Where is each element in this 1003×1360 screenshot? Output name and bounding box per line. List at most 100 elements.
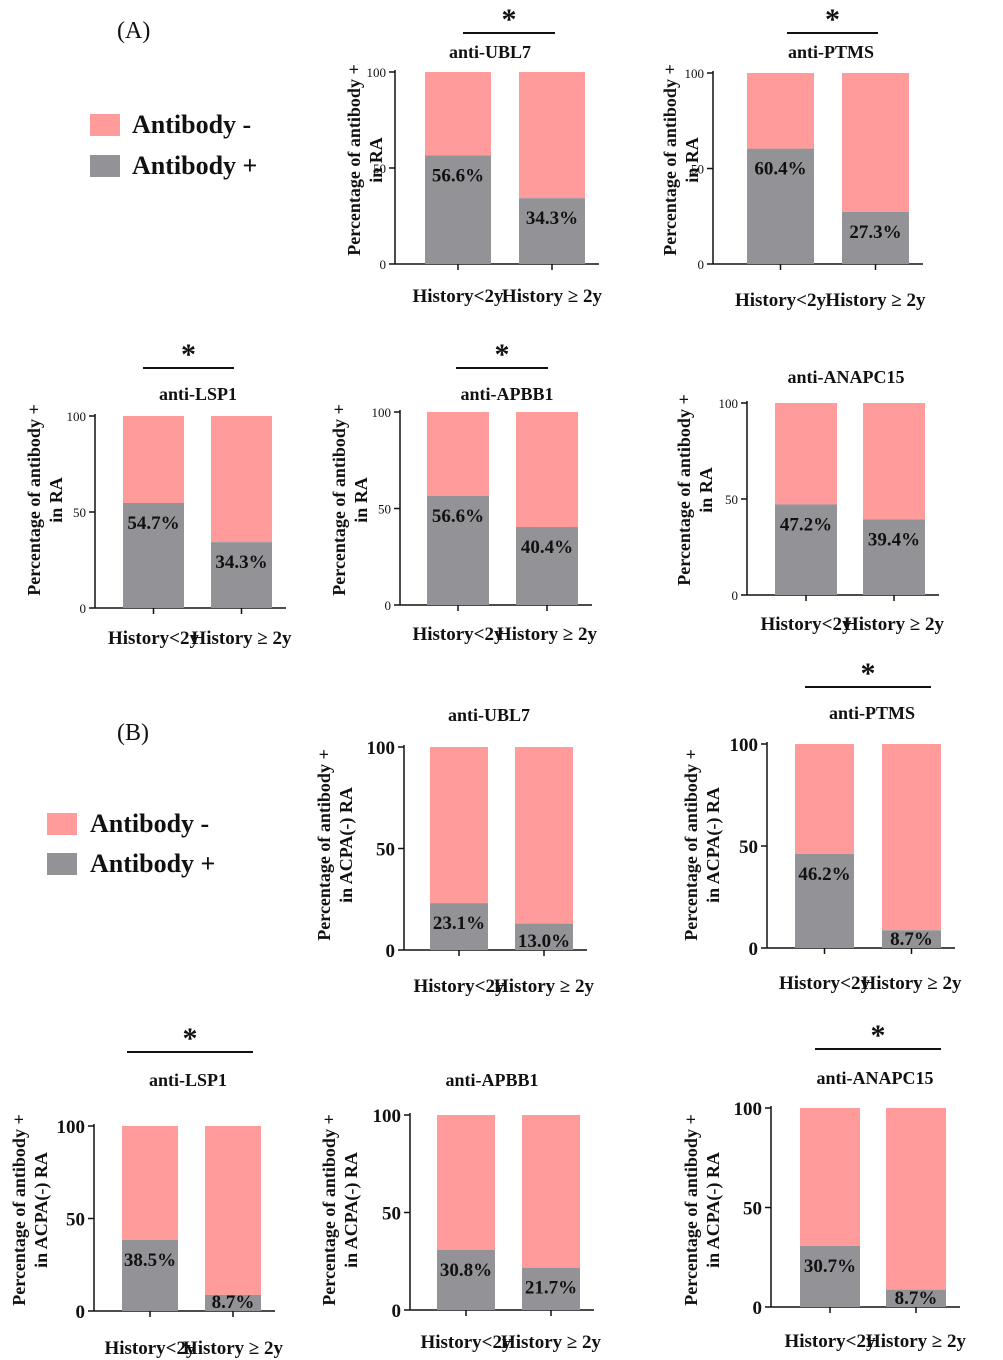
y-axis-label: Percentage of antibody + in ACPA(-) RA — [319, 1114, 362, 1305]
x-tick-label: History<2y — [420, 1332, 512, 1353]
x-tick-label: History<2y — [104, 1338, 196, 1359]
data-label: 54.7% — [127, 513, 179, 534]
chart-9: anti-APBB1 0 50 100 30.8% History<2y 21.7% Hist… — [319, 1070, 602, 1353]
bar-positive — [205, 1294, 261, 1311]
charts-group: anti-UBL7 * 0 50 100 56.6% History<2y 34.3% Hist… — [9, 3, 967, 1359]
y-tick-label: 100 — [67, 409, 87, 424]
y-tick-label: 100 — [685, 66, 705, 81]
legend-a-negative-label: Antibody - — [132, 110, 251, 139]
significance-star: * — [181, 338, 196, 371]
chart-title: anti-APBB1 — [460, 384, 553, 404]
y-tick-label: 50 — [382, 1204, 401, 1225]
data-label: 46.2% — [798, 864, 850, 885]
bar-positive — [886, 1289, 946, 1307]
data-label: 39.4% — [868, 529, 920, 550]
x-tick-label: History ≥ 2y — [501, 1332, 602, 1353]
legend-b: Antibody - Antibody + — [47, 809, 215, 878]
chart-title: anti-ANAPC15 — [817, 1068, 934, 1088]
panel-label-b: (B) — [117, 720, 149, 746]
data-label: 27.3% — [849, 222, 901, 243]
legend-b-swatch-negative — [47, 813, 77, 835]
bar-negative — [886, 1108, 946, 1290]
bar-positive — [882, 930, 941, 948]
y-tick-label: 100 — [373, 1106, 402, 1127]
bar-positive — [519, 198, 585, 264]
data-label: 23.1% — [433, 913, 485, 934]
y-tick-label: 50 — [743, 1199, 762, 1220]
bar-positive — [522, 1267, 580, 1310]
bar-positive — [425, 155, 491, 264]
y-axis-label: Percentage of antibody + in RA — [329, 404, 371, 595]
chart-1: anti-UBL7 * 0 50 100 56.6% History<2y 34.3% Hist… — [344, 3, 603, 307]
bar-positive — [795, 853, 854, 948]
x-tick-label: History ≥ 2y — [844, 614, 945, 635]
bar-positive — [437, 1249, 495, 1310]
chart-title: anti-PTMS — [788, 42, 874, 62]
y-tick-label: 50 — [373, 161, 386, 176]
bar-negative — [842, 73, 909, 212]
data-label: 40.4% — [521, 537, 573, 558]
bar-negative — [795, 744, 854, 854]
x-tick-label: History<2y — [108, 628, 200, 649]
y-tick-label: 0 — [76, 1302, 86, 1323]
bar-positive — [123, 502, 184, 608]
y-tick-label: 50 — [725, 492, 738, 507]
y-tick-label: 0 — [732, 588, 739, 603]
x-tick-label: History<2y — [779, 973, 871, 994]
y-tick-label: 0 — [380, 257, 387, 272]
y-tick-label: 100 — [367, 738, 396, 759]
y-axis-label: Percentage of antibody + in RA — [660, 64, 702, 255]
y-axis-label: Percentage of antibody + in ACPA(-) RA — [681, 1114, 724, 1305]
bar-negative — [437, 1115, 495, 1250]
significance-star: * — [825, 3, 840, 36]
y-tick-label: 50 — [739, 837, 758, 858]
bar-positive — [747, 148, 814, 264]
chart-title: anti-UBL7 — [449, 42, 531, 62]
data-label: 56.6% — [432, 165, 484, 186]
chart-5: anti-ANAPC15 0 50 100 47.2% History<2y 39.4% Hi… — [674, 367, 945, 635]
data-label: 60.4% — [754, 159, 806, 180]
bar-negative — [205, 1126, 261, 1295]
data-label: 8.7% — [212, 1292, 255, 1313]
x-tick-label: History ≥ 2y — [494, 976, 595, 997]
x-tick-label: History<2y — [735, 290, 827, 311]
chart-3: anti-LSP1 * 0 50 100 54.7% History<2y 34.3% Hist… — [24, 338, 292, 649]
bar-negative — [882, 744, 941, 931]
data-label: 34.3% — [526, 208, 578, 229]
x-tick-label: History ≥ 2y — [183, 1338, 284, 1359]
y-tick-label: 100 — [57, 1117, 86, 1138]
data-label: 21.7% — [525, 1278, 577, 1299]
bar-negative — [427, 412, 489, 496]
y-tick-label: 0 — [749, 939, 759, 960]
chart-7: anti-PTMS * 0 50 100 46.2% History<2y 8.7% Histo… — [681, 657, 962, 994]
legend-b-positive-label: Antibody + — [90, 849, 215, 878]
y-tick-label: 50 — [691, 162, 704, 177]
bar-positive — [863, 519, 925, 595]
chart-4: anti-APBB1 * 0 50 100 56.6% History<2y 40.4% His… — [329, 338, 598, 645]
data-label: 8.7% — [895, 1288, 938, 1309]
y-tick-label: 50 — [73, 505, 86, 520]
panel-label-a: (A) — [117, 18, 150, 44]
significance-star: * — [502, 3, 517, 36]
x-tick-label: History<2y — [760, 614, 852, 635]
bar-negative — [211, 416, 272, 543]
y-axis-label: Percentage of antibody + in RA — [24, 404, 66, 595]
y-tick-label: 0 — [392, 1301, 402, 1322]
bar-negative — [775, 403, 837, 505]
y-tick-label: 50 — [66, 1210, 85, 1231]
legend-b-swatch-positive — [47, 853, 77, 875]
y-tick-label: 0 — [698, 257, 705, 272]
x-tick-label: History ≥ 2y — [825, 290, 926, 311]
y-tick-label: 100 — [367, 65, 387, 80]
legend-b-negative-label: Antibody - — [90, 809, 209, 838]
bar-positive — [800, 1245, 860, 1307]
y-tick-label: 100 — [734, 1099, 763, 1120]
data-label: 56.6% — [432, 506, 484, 527]
bar-positive — [211, 542, 272, 608]
y-axis-label: Percentage of antibody + in RA — [344, 64, 386, 255]
chart-6: anti-UBL7 0 50 100 23.1% History<2y 13.0% Histo… — [314, 705, 595, 997]
bar-negative — [123, 416, 184, 503]
bar-positive — [515, 923, 573, 950]
y-tick-label: 100 — [372, 405, 392, 420]
x-tick-label: History<2y — [412, 286, 504, 307]
